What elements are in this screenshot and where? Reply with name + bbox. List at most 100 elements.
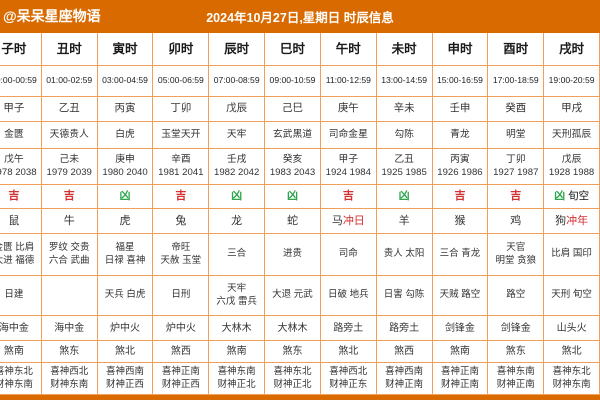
hour-header-cell: 酉时 bbox=[488, 33, 545, 66]
gods-direction-cell: 喜神正南 财神正西 bbox=[153, 363, 210, 395]
gods-direction-cell: 喜神东北 财神正北 bbox=[265, 363, 321, 395]
ganzhi-cell: 辛未 bbox=[376, 97, 433, 122]
row-gz: 甲子 乙丑 丙寅 丁卯 戊辰 己巳 庚午 辛未 壬申 癸酉 甲戌 bbox=[0, 97, 600, 122]
good-stars-cell: 三合 青龙 bbox=[432, 234, 489, 276]
good-stars-cell: 三合 bbox=[209, 234, 266, 276]
luck-cell: 吉 bbox=[153, 185, 210, 209]
hour-header-cell: 寅时 bbox=[97, 33, 154, 66]
good-stars-cell: 比肩 国印 bbox=[544, 234, 600, 276]
bad-stars-cell: 天刑 旬空 bbox=[544, 276, 600, 316]
bad-stars-cell: 日破 地兵 bbox=[320, 276, 377, 316]
duty-star-cell: 玄武黑道 bbox=[265, 122, 321, 149]
good-stars-cell: 司命 bbox=[320, 234, 377, 276]
nayin-cell: 山头火 bbox=[544, 316, 600, 341]
luck-cell: 吉 bbox=[0, 185, 42, 209]
nayin-cell: 剑锋金 bbox=[488, 316, 545, 341]
duty-star-cell: 勾陈 bbox=[376, 122, 433, 149]
chong-year-cell: 戊辰 1928 1988 bbox=[544, 149, 600, 185]
row-gods: 喜神东北财神东南喜神西北财神东南喜神西南财神正西喜神正南财神正西喜神东南财神正北… bbox=[0, 363, 600, 395]
zodiac-cell: 兔 bbox=[153, 209, 210, 234]
bad-stars-cell: 日刑 bbox=[153, 276, 210, 316]
time-range-cell: 15:00-16:59 bbox=[432, 66, 489, 97]
bad-stars-cell: 大退 元武 bbox=[265, 276, 321, 316]
ganzhi-cell: 癸酉 bbox=[488, 97, 545, 122]
gods-direction-cell: 喜神东南 财神正北 bbox=[209, 363, 266, 395]
sha-direction-cell: 煞北 bbox=[97, 341, 154, 363]
bad-stars-cell: 日害 勾陈 bbox=[376, 276, 433, 316]
sha-direction-cell: 煞南 bbox=[0, 341, 42, 363]
zodiac-cell: 虎 bbox=[97, 209, 154, 234]
ganzhi-cell: 甲子 bbox=[0, 97, 42, 122]
brand-watermark: @呆呆星座物语 bbox=[3, 8, 101, 24]
time-range-cell: 03:00-04:59 bbox=[97, 66, 154, 97]
gods-direction-cell: 喜神西北 财神正东 bbox=[320, 363, 377, 395]
sha-direction-cell: 煞东 bbox=[41, 341, 98, 363]
zodiac-cell: 羊 bbox=[376, 209, 433, 234]
luck-cell: 凶 bbox=[265, 185, 321, 209]
time-range-cell: 17:00-18:59 bbox=[488, 66, 545, 97]
page-title: 2024年10月27日,星期日 时辰信息 bbox=[206, 11, 394, 25]
chong-year-cell: 丁卯 1927 1987 bbox=[488, 149, 545, 185]
zodiac-cell: 猴 bbox=[432, 209, 489, 234]
chong-year-cell: 庚申 1980 2040 bbox=[97, 149, 154, 185]
gods-direction-cell: 喜神西南 财神正南 bbox=[376, 363, 433, 395]
time-range-cell: 01:00-02:59 bbox=[41, 66, 98, 97]
nayin-cell: 路旁土 bbox=[320, 316, 377, 341]
good-stars-cell: 天官 明堂 贪狼 bbox=[488, 234, 545, 276]
duty-star-cell: 天牢 bbox=[209, 122, 266, 149]
ganzhi-cell: 甲戌 bbox=[544, 97, 600, 122]
ganzhi-cell: 庚午 bbox=[320, 97, 377, 122]
zodiac-cell: 马冲日 bbox=[320, 209, 377, 234]
good-stars-cell: 金匮 比肩大进 福德 bbox=[0, 234, 42, 276]
time-range-cell: 09:00-10:59 bbox=[265, 66, 321, 97]
chong-year-cell: 乙丑 1925 1985 bbox=[376, 149, 433, 185]
nayin-cell: 大林木 bbox=[209, 316, 266, 341]
nayin-cell: 路旁土 bbox=[376, 316, 433, 341]
nayin-cell: 海中金 bbox=[41, 316, 98, 341]
luck-cell: 凶 bbox=[209, 185, 266, 209]
gods-direction-cell: 喜神西北 财神东南 bbox=[41, 363, 98, 395]
bad-stars-cell: 天牢 六戊 雷兵 bbox=[209, 276, 266, 316]
gods-direction-cell: 喜神东南 财神正南 bbox=[488, 363, 545, 395]
sha-direction-cell: 煞北 bbox=[544, 341, 600, 363]
hour-header-cell: 午时 bbox=[320, 33, 377, 66]
duty-star-cell: 司命金星 bbox=[320, 122, 377, 149]
chong-year-cell: 辛酉 1981 2041 bbox=[153, 149, 210, 185]
sha-direction-cell: 煞东 bbox=[488, 341, 545, 363]
title-bar: @呆呆星座物语 2024年10月27日,星期日 时辰信息 bbox=[0, 0, 600, 33]
hour-header-cell: 丑时 bbox=[41, 33, 98, 66]
sha-direction-cell: 煞北 bbox=[320, 341, 377, 363]
row-hour: 子时 丑时 寅时 卯时 辰时 巳时 午时 未时 申时 酉时 戌时 bbox=[0, 33, 600, 66]
nayin-cell: 大林木 bbox=[265, 316, 321, 341]
duty-star-cell: 明堂 bbox=[488, 122, 545, 149]
nayin-cell: 炉中火 bbox=[153, 316, 210, 341]
sha-direction-cell: 煞南 bbox=[209, 341, 266, 363]
luck-cell: 凶旬空 bbox=[544, 185, 600, 209]
duty-star-cell: 青龙 bbox=[432, 122, 489, 149]
row-bad: 日建 天兵 白虎 日刑 天牢 六戊 雷兵 大退 元武 日破 地兵 日害 勾陈 天贼 路空 路空 天刑… bbox=[0, 276, 600, 316]
time-range-cell: 07:00-08:59 bbox=[209, 66, 266, 97]
luck-cell: 凶 bbox=[97, 185, 154, 209]
zodiac-cell: 鸡 bbox=[488, 209, 545, 234]
bottom-accent-bar bbox=[0, 395, 600, 400]
gods-direction-cell: 喜神东北财神东南 bbox=[544, 363, 600, 395]
good-stars-cell: 贵人 太阳 bbox=[376, 234, 433, 276]
sha-direction-cell: 煞西 bbox=[153, 341, 210, 363]
bad-stars-cell: 日建 bbox=[0, 276, 42, 316]
chong-year-cell: 癸亥 1983 2043 bbox=[265, 149, 321, 185]
duty-star-cell: 金匮 bbox=[0, 122, 42, 149]
row-duty: 金匮 天德贵人 白虎 玉堂天开 天牢 玄武黑道 司命金星 勾陈 青龙 明堂 天刑孤辰 bbox=[0, 122, 600, 149]
zodiac-cell: 狗冲年 bbox=[544, 209, 600, 234]
bad-stars-cell: 天贼 路空 bbox=[432, 276, 489, 316]
zodiac-cell: 蛇 bbox=[265, 209, 321, 234]
good-stars-cell: 罗纹 交贵 六合 武曲 bbox=[41, 234, 98, 276]
duty-star-cell: 天刑孤辰 bbox=[544, 122, 600, 149]
hour-header-cell: 卯时 bbox=[153, 33, 210, 66]
ganzhi-cell: 乙丑 bbox=[41, 97, 98, 122]
bad-stars-cell: 路空 bbox=[488, 276, 545, 316]
good-stars-cell: 福星 日禄 喜神 bbox=[97, 234, 154, 276]
nayin-cell: 炉中火 bbox=[97, 316, 154, 341]
row-nayin: 海中金 海中金 炉中火 炉中火 大林木 大林木 路旁土 路旁土 剑锋金 剑锋金 山头火 bbox=[0, 316, 600, 341]
